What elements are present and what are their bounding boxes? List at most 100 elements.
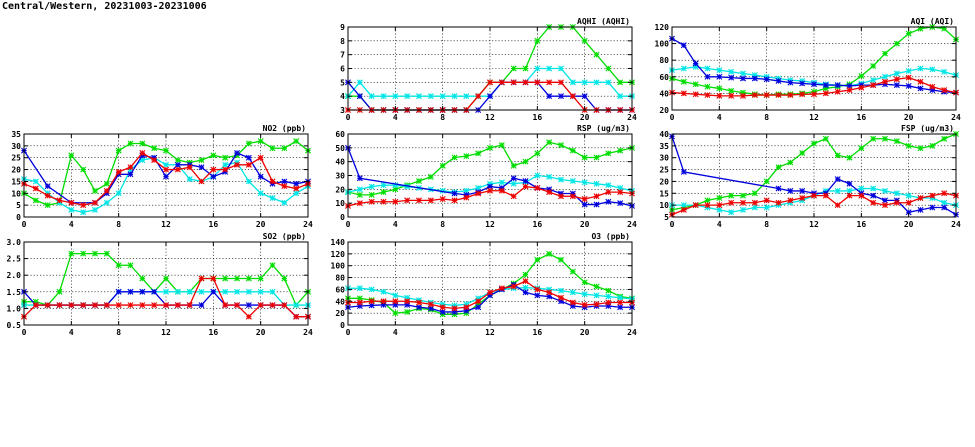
data-point-red	[44, 192, 51, 199]
data-point-green	[787, 159, 794, 166]
y-tick-label: 20	[659, 177, 669, 186]
x-tick-label: 4	[393, 113, 398, 122]
chart-no2: 0 4 8 12 16 20 24 0 5 10 15 20 25 30 35 NO2 (ppb)	[11, 124, 313, 229]
data-point-red	[716, 92, 723, 99]
data-point-red	[740, 199, 746, 206]
data-point-red	[510, 283, 517, 290]
data-point-blue	[210, 173, 217, 180]
data-point-green	[917, 25, 924, 32]
data-point-red	[593, 193, 600, 200]
data-point-red	[704, 92, 711, 99]
data-point-cyan	[269, 195, 276, 202]
data-point-red	[475, 93, 482, 100]
data-point-blue	[368, 302, 375, 309]
data-point-cyan	[751, 72, 758, 79]
data-point-cyan	[704, 65, 711, 72]
data-point-cyan	[546, 65, 553, 72]
data-point-cyan	[163, 288, 169, 295]
x-tick-label: 12	[161, 220, 171, 229]
data-point-blue	[475, 304, 482, 311]
data-point-blue	[163, 173, 169, 180]
data-point-green	[475, 150, 482, 157]
data-point-green	[139, 275, 146, 282]
data-point-green	[680, 78, 687, 85]
data-point-green	[522, 271, 529, 278]
data-point-blue	[174, 161, 181, 168]
data-point-blue	[498, 184, 505, 191]
data-point-blue	[451, 190, 458, 197]
data-point-cyan	[163, 161, 169, 168]
x-tick-label: 4	[717, 113, 722, 122]
data-point-red	[605, 299, 612, 306]
data-point-green	[569, 268, 576, 275]
y-tick-label: 30	[335, 172, 345, 181]
data-point-red	[534, 184, 541, 191]
data-point-green	[127, 262, 134, 269]
x-tick-label: 24	[951, 220, 961, 229]
data-point-red	[692, 202, 699, 209]
x-tick-label: 24	[627, 328, 637, 337]
data-point-red	[605, 189, 612, 196]
y-tick-label: 120	[331, 250, 346, 259]
data-point-cyan	[834, 187, 841, 194]
x-tick-label: 4	[717, 220, 722, 229]
data-point-red	[728, 92, 735, 99]
data-point-green	[68, 152, 75, 159]
data-point-red	[56, 197, 63, 204]
data-point-blue	[775, 185, 782, 192]
data-point-cyan	[917, 65, 924, 72]
data-point-green	[692, 81, 699, 88]
x-tick-label: 8	[440, 113, 445, 122]
x-tick-label: 16	[857, 220, 867, 229]
data-point-green	[822, 85, 829, 92]
data-point-green	[368, 191, 375, 198]
data-point-red	[546, 189, 553, 196]
data-point-cyan	[716, 206, 723, 213]
data-point-green	[198, 157, 205, 164]
data-point-red	[834, 202, 841, 209]
chart-title: AQHI (AQHI)	[577, 17, 630, 26]
data-point-red	[210, 166, 217, 173]
data-point-cyan	[439, 187, 446, 194]
y-tick-label: 5	[16, 201, 21, 210]
chart-aqi: 0 4 8 12 16 20 24 20 40 60 80 100 120 AQI (AQI)	[655, 17, 961, 122]
chart-title: O3 (ppb)	[591, 232, 630, 241]
data-point-cyan	[581, 291, 588, 298]
data-point-green	[522, 158, 529, 165]
data-point-red	[451, 197, 458, 204]
data-point-cyan	[534, 172, 541, 179]
data-point-red	[846, 192, 853, 199]
data-point-red	[392, 198, 399, 205]
data-point-red	[257, 154, 264, 161]
data-point-blue	[692, 60, 699, 67]
data-point-cyan	[534, 65, 541, 72]
data-point-green	[929, 142, 936, 149]
y-tick-label: 60	[335, 285, 345, 294]
data-point-red	[115, 302, 122, 309]
data-point-blue	[893, 82, 900, 89]
data-point-red	[929, 192, 936, 199]
x-tick-label: 24	[627, 220, 637, 229]
data-point-red	[617, 189, 624, 196]
data-point-red	[475, 298, 482, 305]
y-tick-label: 10	[11, 189, 21, 198]
x-tick-label: 20	[580, 220, 590, 229]
data-point-red	[510, 79, 517, 86]
data-point-blue	[917, 85, 924, 92]
data-point-green	[811, 140, 817, 147]
data-point-red	[858, 192, 865, 199]
data-point-blue	[245, 154, 252, 161]
data-point-red	[546, 79, 553, 86]
data-point-cyan	[80, 209, 87, 216]
data-point-red	[269, 302, 276, 309]
data-point-green	[510, 162, 517, 169]
data-point-cyan	[929, 66, 936, 73]
data-point-blue	[704, 73, 711, 80]
y-tick-label: 10	[659, 201, 669, 210]
data-point-cyan	[522, 284, 529, 291]
data-point-cyan	[617, 294, 624, 301]
data-point-red	[534, 286, 541, 293]
y-tick-label: 4	[340, 92, 345, 101]
y-tick-label: 40	[335, 297, 345, 306]
data-point-red	[522, 183, 529, 190]
